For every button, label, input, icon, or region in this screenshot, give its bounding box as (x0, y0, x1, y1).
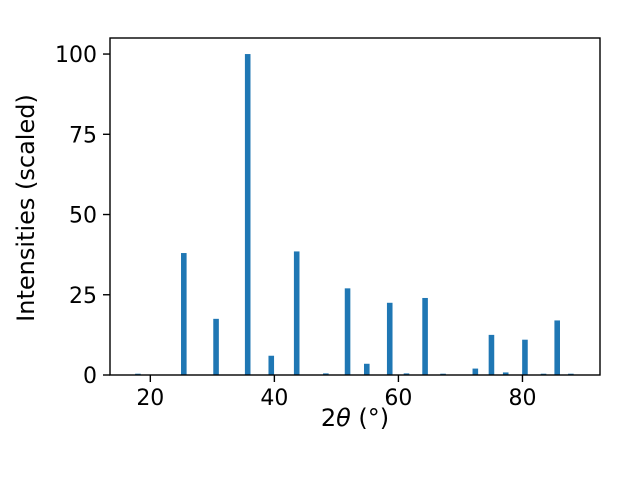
bar (344, 288, 351, 375)
x-axis-label: 2θ (°) (110, 404, 600, 432)
bar (323, 373, 329, 375)
bar (472, 368, 479, 375)
bar (502, 372, 509, 375)
y-tick-label: 75 (69, 123, 97, 148)
bar (522, 339, 528, 375)
bar (554, 320, 560, 375)
bar (386, 302, 393, 375)
x-tick-label: 80 (508, 386, 536, 411)
y-tick-label: 50 (69, 204, 97, 229)
bar (422, 297, 428, 375)
x-tick-label: 60 (384, 386, 412, 411)
y-tick-label: 100 (55, 43, 97, 68)
bar (403, 373, 410, 375)
bar (488, 334, 495, 375)
bar (293, 251, 300, 375)
x-tick-label: 20 (136, 386, 164, 411)
bar (181, 253, 187, 375)
bar (244, 54, 251, 376)
y-axis-label: Intensities (scaled) (12, 94, 40, 322)
y-tick-label: 25 (69, 284, 97, 309)
y-tick-label: 0 (83, 364, 97, 389)
bar (213, 318, 219, 375)
x-axis-label-unit: (°) (350, 404, 390, 432)
bar (268, 355, 275, 375)
plot-box (109, 37, 601, 376)
theta-symbol: θ (336, 404, 351, 432)
x-tick-label: 40 (260, 386, 288, 411)
x-axis-label-number: 2 (320, 404, 337, 432)
bar (363, 363, 370, 375)
